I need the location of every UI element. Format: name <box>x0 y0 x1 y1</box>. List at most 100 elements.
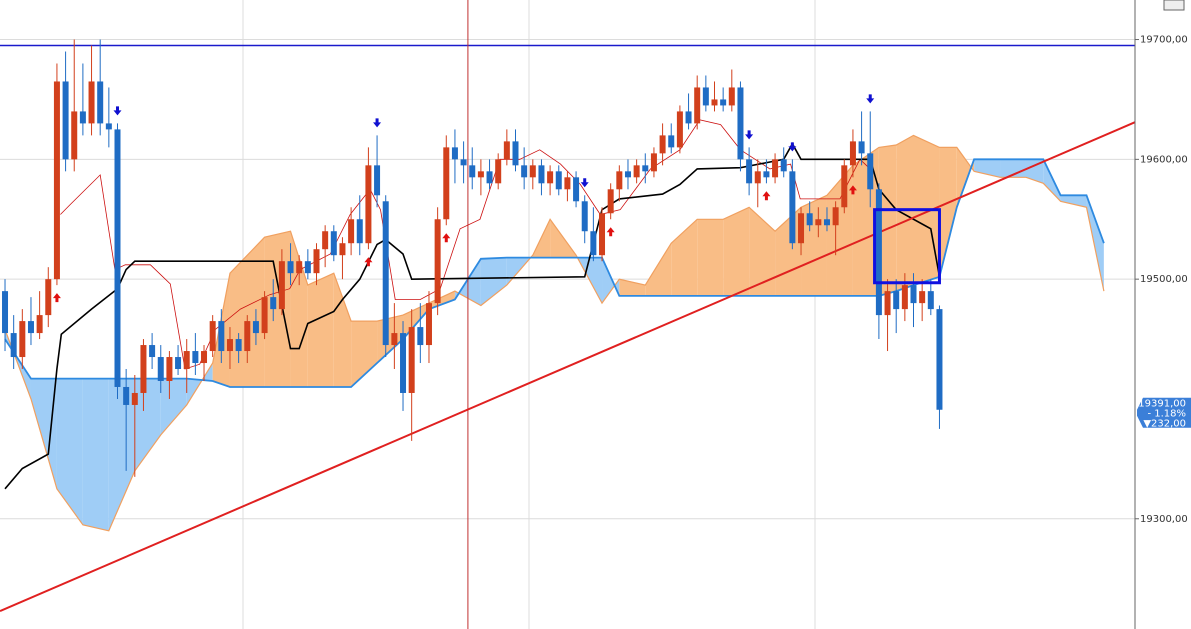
candle-body <box>789 171 796 244</box>
candle-body <box>183 351 190 370</box>
corner-icon[interactable] <box>1163 0 1185 11</box>
candle-body <box>841 165 848 208</box>
candle-body <box>495 159 502 184</box>
cloud-fill <box>30 378 57 489</box>
candle-body <box>512 141 519 166</box>
cloud-fill <box>264 231 291 387</box>
candle-body <box>893 291 900 310</box>
candle-body <box>919 291 926 304</box>
buy-arrow <box>606 227 615 237</box>
trendline <box>0 121 1136 612</box>
candle-body <box>330 231 337 256</box>
candle-body <box>927 291 934 310</box>
candle-body <box>417 327 424 346</box>
candle-body <box>201 351 208 364</box>
candle-body <box>322 231 329 250</box>
candle-body <box>235 339 242 352</box>
candle-body <box>780 159 787 172</box>
candle-body <box>391 333 398 346</box>
candle-body <box>88 81 95 124</box>
candle-body <box>45 279 52 316</box>
candle-body <box>356 219 363 244</box>
sell-arrow <box>113 106 122 116</box>
y-tick-label: 19300,00 <box>1140 514 1188 525</box>
candle-body <box>616 171 623 190</box>
candle-body <box>832 207 839 226</box>
highlight-box <box>873 208 941 285</box>
candle-body <box>711 99 718 106</box>
buy-arrow <box>442 233 451 243</box>
candle-body <box>538 165 545 184</box>
candle-body <box>114 129 121 387</box>
candle-body <box>425 303 432 346</box>
candle-body <box>36 315 43 334</box>
candle-body <box>443 147 450 220</box>
axis: 19300,00 19500,00 19600,00 19700,00 19391,00… <box>1135 35 1191 525</box>
cloud-fill <box>333 273 352 387</box>
candle-body <box>486 171 493 184</box>
cloud-fill <box>351 321 378 387</box>
candle-body <box>728 87 735 106</box>
candle-body <box>633 165 640 178</box>
price-label-box <box>1137 397 1191 428</box>
cloud-fill <box>82 378 109 531</box>
candle-body <box>529 165 536 178</box>
sell-arrow <box>580 178 589 188</box>
candle-body <box>746 159 753 184</box>
candle-body <box>304 261 311 274</box>
cloud-fill <box>1025 159 1044 184</box>
sell-arrow <box>866 94 875 104</box>
cloud-fill <box>974 159 1001 178</box>
candle-body <box>936 309 943 410</box>
candle-body <box>460 159 467 166</box>
candle-body <box>668 135 675 148</box>
cloud-fill <box>1060 195 1087 208</box>
candle-body <box>175 357 182 370</box>
candle-body <box>737 87 744 160</box>
buy-arrow <box>848 185 857 195</box>
candle-body <box>226 339 233 352</box>
candle-body <box>806 213 813 226</box>
cloud-fill <box>108 378 135 531</box>
candle-body <box>521 165 528 178</box>
candle-body <box>123 386 130 405</box>
candle-body <box>858 141 865 154</box>
candle-body <box>901 285 908 310</box>
buy-arrow <box>364 257 373 267</box>
candle-body <box>694 87 701 124</box>
candle-body <box>815 219 822 226</box>
candle-body <box>875 189 882 316</box>
candle-body <box>555 171 562 190</box>
buy-arrow <box>52 293 61 303</box>
sell-arrow <box>373 118 382 128</box>
candle-body <box>823 219 830 226</box>
candle-body <box>79 111 86 124</box>
candle-body <box>451 147 458 160</box>
candle-body <box>270 297 277 310</box>
candle-body <box>244 321 251 352</box>
cloud-fill <box>801 195 827 296</box>
candle-body <box>157 357 164 381</box>
candle-body <box>287 261 294 274</box>
candle-body <box>192 351 199 364</box>
candle-body <box>10 333 17 358</box>
y-tick-label: 19500,00 <box>1140 274 1188 285</box>
candle-body <box>261 297 268 334</box>
cloud-fill <box>428 291 455 310</box>
price-label-text: ▼232,00 <box>1143 419 1186 430</box>
candle-body <box>720 99 727 106</box>
candle-body <box>676 111 683 148</box>
y-tick-label: 19700,00 <box>1140 35 1188 46</box>
candle-body <box>624 171 631 178</box>
candle-body <box>547 171 554 184</box>
cloud-fill <box>749 207 776 296</box>
candle-body <box>607 189 614 214</box>
candle-body <box>772 159 779 178</box>
candle-body <box>659 135 666 154</box>
candle-body <box>53 81 60 280</box>
cloud-fill <box>878 144 897 296</box>
candle-body <box>365 165 372 244</box>
cloud-fill <box>723 207 750 296</box>
